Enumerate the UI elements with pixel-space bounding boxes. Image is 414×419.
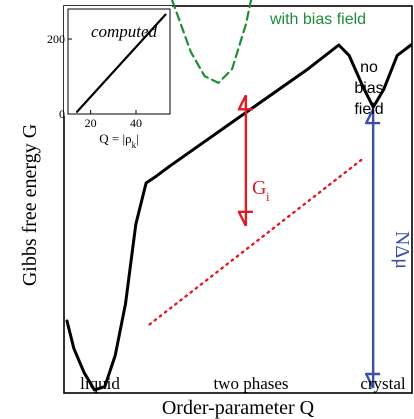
x-axis-label: Order-parameter Q [162, 397, 315, 419]
inset-frame [67, 8, 171, 115]
inset-y-tick-label: 0 [59, 107, 65, 121]
double-arrow-n [364, 108, 381, 389]
annotation-label-gi-subscript: i [266, 189, 270, 204]
series-line-dotted-reference-2 [148, 157, 364, 326]
x-tick-label-crystal: crystal [360, 374, 406, 393]
y-axis-label: Gibbs free energy G [19, 124, 41, 286]
double-arrow-gi [237, 94, 253, 227]
inset-x-tick-label: 40 [130, 116, 142, 130]
series-line-no-bias-field [65, 43, 413, 392]
inset-x-tick-label: 20 [85, 116, 97, 130]
series-label-no-bias-line-1: no [360, 59, 378, 76]
inset-chart: 20 40 0 200 Q = |ρk| [47, 13, 167, 150]
series-label-with-bias-field: with bias field [269, 11, 366, 28]
series-line-with-bias-field [170, 0, 253, 84]
x-tick-label-two-phases: two phases [213, 374, 288, 393]
series-label-no-bias-line-3: field [354, 101, 383, 118]
annotation-label-n-delta-mu: NΔμ [391, 231, 413, 269]
inset-y-tick-label: 200 [47, 32, 65, 46]
annotation-arrows [237, 94, 381, 389]
series-label-no-bias-line-2: bias [354, 80, 383, 97]
inset-x-axis-label: Q = |ρk| [99, 131, 138, 150]
main-plot-frame [63, 5, 413, 394]
inset-title: computed [91, 22, 158, 41]
inset-background [64, 6, 172, 116]
main-curves [65, 0, 413, 392]
inset-series-line [75, 13, 167, 113]
x-tick-label-liquid: liquid [80, 374, 120, 393]
annotation-label-gi: G [252, 177, 266, 199]
